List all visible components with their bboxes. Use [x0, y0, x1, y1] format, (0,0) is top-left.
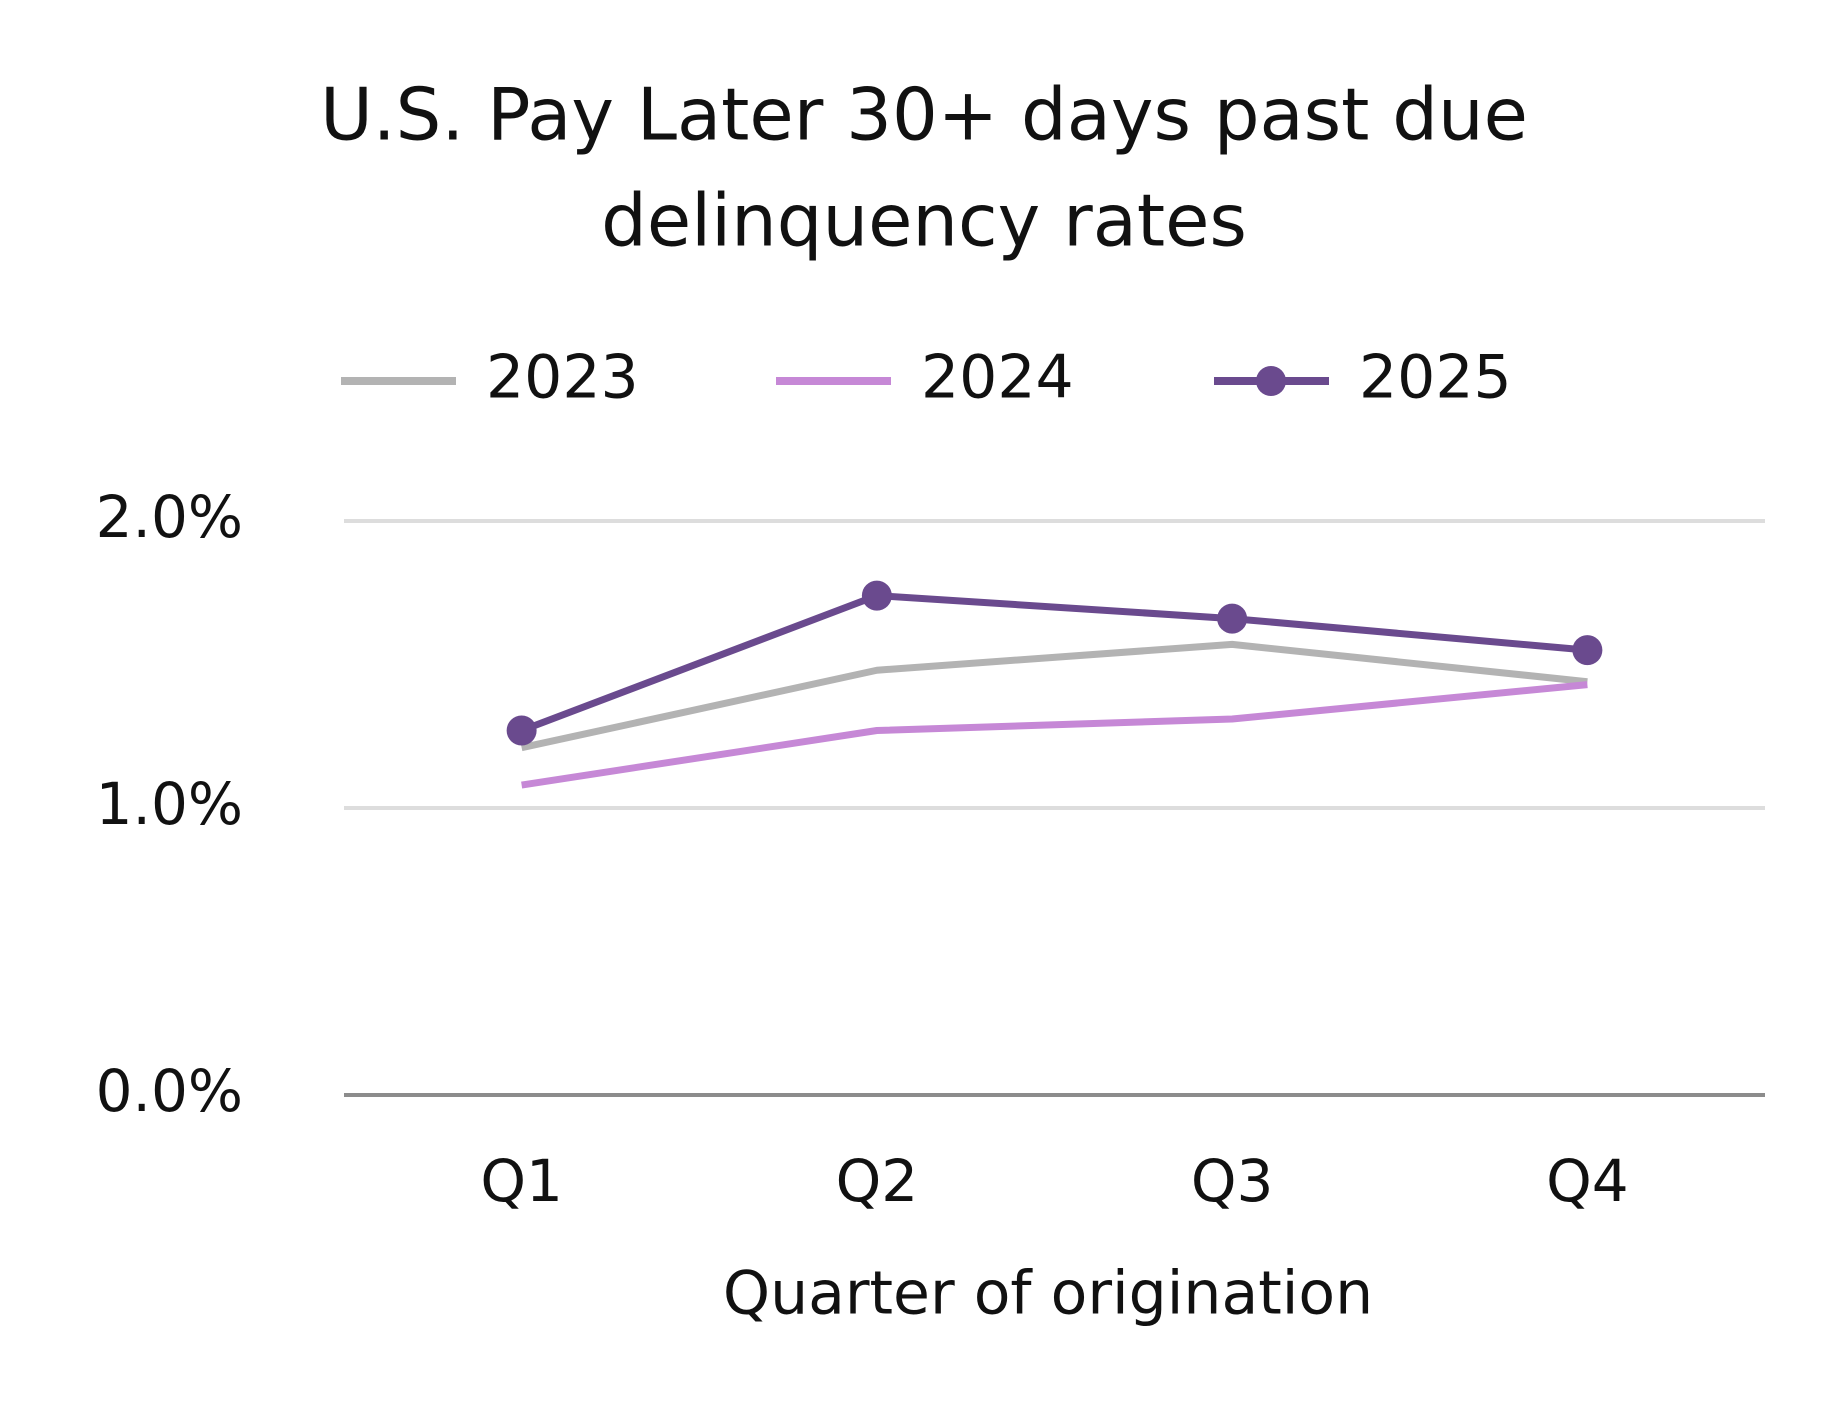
marker: [1572, 635, 1603, 666]
y-tick-label: 2.0%: [96, 483, 243, 551]
x-tick-label: Q1: [480, 1147, 563, 1215]
x-axis-title: Quarter of origination: [723, 1259, 1373, 1329]
series-line: [521, 681, 1588, 789]
legend-label: 2024: [921, 343, 1074, 413]
legend-label: 2023: [486, 343, 639, 413]
y-tick-label: 0.0%: [96, 1057, 243, 1125]
y-tick-label: 1.0%: [96, 770, 243, 838]
series-line: [520, 640, 1588, 752]
chart-title: U.S. Pay Later 30+ days past due: [320, 73, 1528, 157]
x-tick-label: Q2: [836, 1147, 919, 1215]
marker: [861, 580, 892, 611]
x-tick-label: Q4: [1546, 1147, 1629, 1215]
marker: [1217, 603, 1248, 634]
chart-title: delinquency rates: [601, 179, 1247, 263]
x-tick-label: Q3: [1191, 1147, 1274, 1215]
legend-marker: [1256, 366, 1286, 396]
legend-label: 2025: [1359, 343, 1512, 413]
series-line: [520, 592, 1588, 734]
marker: [506, 715, 537, 746]
